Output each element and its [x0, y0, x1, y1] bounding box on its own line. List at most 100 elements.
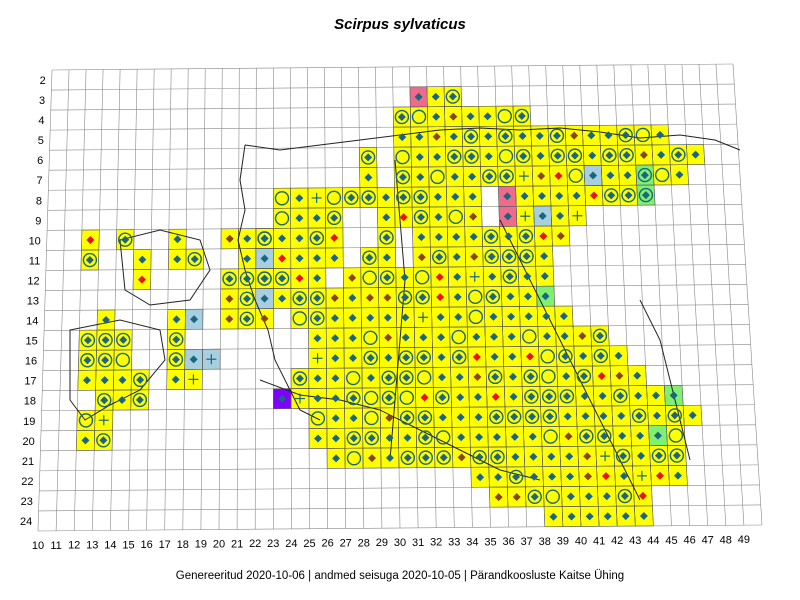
- record-diamond: [331, 374, 340, 383]
- cell-outline: [184, 308, 204, 330]
- record-diamond: [510, 432, 519, 441]
- record-diamond: [436, 313, 445, 322]
- grid-line: [732, 63, 763, 526]
- record-diamond: [397, 113, 406, 122]
- record-ring: [654, 167, 670, 183]
- record-diamond: [508, 372, 517, 381]
- coastline-path: [389, 159, 406, 461]
- record-ring: [115, 352, 131, 368]
- record-diamond: [260, 314, 269, 323]
- record-diamond: [173, 255, 182, 264]
- column-label: 26: [321, 538, 333, 550]
- record-ring: [519, 249, 534, 264]
- coastline-path: [639, 299, 691, 461]
- record-ring: [239, 271, 255, 286]
- column-label: 42: [611, 535, 623, 547]
- record-diamond: [348, 333, 357, 342]
- record-diamond: [617, 411, 626, 420]
- record-diamond: [260, 294, 269, 303]
- record-diamond: [518, 132, 527, 141]
- record-ring: [415, 290, 430, 305]
- record-diamond: [640, 171, 649, 180]
- column-label: 19: [195, 539, 207, 551]
- cell-outline: [682, 404, 703, 426]
- cell-outline: [670, 164, 689, 186]
- record-diamond: [348, 293, 357, 302]
- record-ring: [132, 392, 148, 408]
- record-diamond: [523, 292, 532, 301]
- record-diamond: [562, 392, 571, 401]
- record-ring: [326, 210, 342, 226]
- record-diamond: [623, 171, 632, 180]
- record-diamond: [510, 412, 519, 421]
- record-diamond: [455, 353, 464, 362]
- record-diamond: [619, 451, 628, 460]
- record-ring: [489, 409, 504, 425]
- record-diamond: [85, 256, 94, 265]
- cell-outline: [636, 184, 656, 206]
- record-ring: [257, 231, 272, 246]
- record-diamond: [475, 453, 484, 462]
- grid-line: [92, 69, 104, 531]
- record-diamond: [597, 371, 606, 380]
- record-diamond: [506, 292, 515, 301]
- record-diamond: [552, 131, 561, 140]
- record-diamond: [171, 375, 180, 384]
- record-diamond: [331, 354, 340, 363]
- record-ring: [617, 488, 633, 504]
- record-ring: [501, 249, 517, 264]
- record-diamond: [556, 211, 565, 220]
- record-diamond: [101, 356, 110, 365]
- record-ring: [274, 271, 290, 286]
- record-ring: [96, 433, 111, 448]
- record-diamond: [652, 411, 661, 420]
- record-ring: [417, 410, 433, 425]
- record-diamond: [468, 192, 477, 201]
- record-ring: [310, 411, 326, 426]
- record-diamond: [452, 252, 461, 261]
- record-ring: [522, 329, 537, 344]
- record-diamond: [278, 274, 287, 283]
- row-label: 11: [29, 255, 40, 267]
- column-label: 46: [683, 535, 695, 547]
- record-diamond: [488, 292, 497, 301]
- record-diamond: [403, 413, 412, 422]
- record-diamond: [570, 151, 579, 160]
- grid-line: [200, 68, 206, 530]
- column-label: 49: [738, 534, 750, 546]
- record-diamond: [537, 192, 546, 201]
- record-diamond: [403, 433, 412, 442]
- record-diamond: [620, 492, 629, 501]
- record-diamond: [451, 192, 460, 201]
- record-diamond: [138, 255, 147, 264]
- record-ring: [451, 329, 466, 345]
- row-label: 4: [38, 115, 44, 127]
- record-ring: [310, 311, 325, 326]
- record-ring: [498, 128, 513, 144]
- record-ring: [542, 409, 558, 424]
- record-diamond: [475, 433, 484, 442]
- record-ring: [116, 332, 131, 348]
- record-diamond: [437, 353, 446, 362]
- record-ring: [540, 349, 555, 364]
- record-diamond: [468, 172, 477, 181]
- record-ring: [579, 429, 594, 444]
- record-diamond: [260, 254, 269, 263]
- record-diamond: [492, 432, 501, 441]
- column-label: 24: [285, 538, 297, 550]
- grid-line: [698, 64, 727, 526]
- record-ring: [484, 249, 499, 264]
- record-ring: [482, 169, 497, 184]
- record-diamond: [417, 233, 426, 242]
- record-ring: [543, 429, 558, 444]
- record-ring: [418, 430, 433, 445]
- record-diamond: [242, 314, 251, 323]
- cell-outline: [668, 465, 688, 486]
- record-diamond: [383, 273, 392, 282]
- record-ring: [97, 352, 113, 368]
- map-title: Scirpus sylvaticus: [334, 16, 466, 33]
- record-diamond: [580, 392, 589, 401]
- record-diamond: [260, 274, 269, 283]
- record-ring: [364, 430, 379, 446]
- record-ring: [597, 428, 612, 444]
